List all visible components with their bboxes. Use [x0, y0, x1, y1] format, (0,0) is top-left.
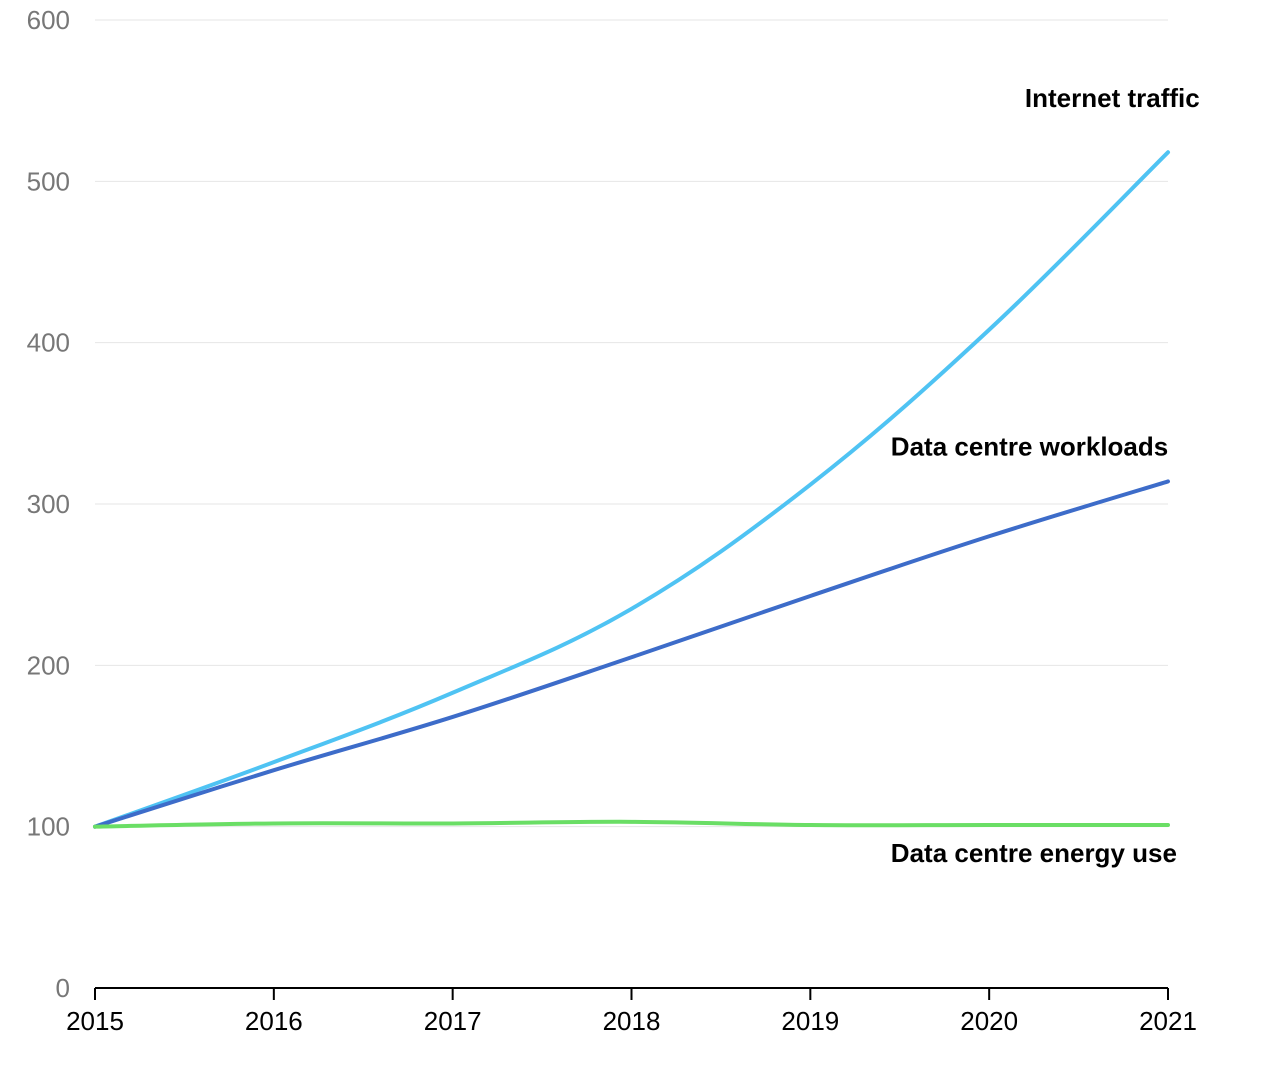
- x-tick-label: 2015: [66, 1006, 124, 1036]
- x-tick-label: 2021: [1139, 1006, 1197, 1036]
- x-tick-label: 2017: [424, 1006, 482, 1036]
- y-tick-label: 400: [27, 328, 70, 358]
- series-label: Data centre energy use: [891, 838, 1177, 868]
- series-label: Data centre workloads: [891, 432, 1168, 462]
- y-tick-label: 100: [27, 812, 70, 842]
- x-tick-label: 2020: [960, 1006, 1018, 1036]
- y-tick-label: 500: [27, 166, 70, 196]
- y-tick-label: 0: [56, 973, 70, 1003]
- y-tick-label: 200: [27, 650, 70, 680]
- line-chart: 2015 2016 2017 2018 2019 2020 2021 0 100 200 300 40…: [0, 0, 1280, 1066]
- chart-svg: 2015 2016 2017 2018 2019 2020 2021 0 100 200 300 40…: [0, 0, 1280, 1066]
- y-tick-label: 300: [27, 489, 70, 519]
- x-tick-label: 2019: [781, 1006, 839, 1036]
- x-tick-label: 2016: [245, 1006, 303, 1036]
- series-label: Internet traffic: [1025, 83, 1200, 113]
- x-tick-label: 2018: [603, 1006, 661, 1036]
- y-tick-label: 600: [27, 5, 70, 35]
